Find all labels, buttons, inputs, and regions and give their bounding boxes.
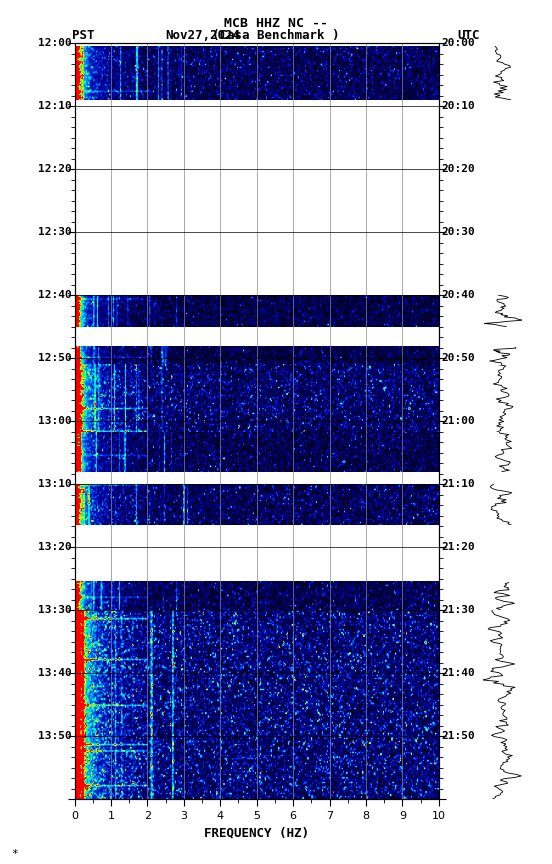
Text: 12:10: 12:10: [38, 101, 72, 111]
Text: 13:10: 13:10: [38, 480, 72, 489]
Text: 21:30: 21:30: [442, 605, 475, 615]
Text: UTC: UTC: [458, 29, 480, 42]
Text: 13:00: 13:00: [38, 416, 72, 426]
Text: 12:00: 12:00: [38, 38, 72, 48]
Text: PST: PST: [72, 29, 94, 42]
Text: 21:40: 21:40: [442, 668, 475, 678]
Text: 13:20: 13:20: [38, 543, 72, 552]
Text: 12:40: 12:40: [38, 290, 72, 300]
Text: 20:20: 20:20: [442, 164, 475, 175]
Text: 21:10: 21:10: [442, 480, 475, 489]
Text: 13:50: 13:50: [38, 731, 72, 741]
Text: MCB HHZ NC --: MCB HHZ NC --: [224, 17, 328, 30]
Text: 20:30: 20:30: [442, 227, 475, 238]
Text: 20:10: 20:10: [442, 101, 475, 111]
X-axis label: FREQUENCY (HZ): FREQUENCY (HZ): [204, 827, 309, 840]
Text: 20:40: 20:40: [442, 290, 475, 300]
Text: (Casa Benchmark ): (Casa Benchmark ): [213, 29, 339, 42]
Text: 21:20: 21:20: [442, 543, 475, 552]
Text: 13:40: 13:40: [38, 668, 72, 678]
Text: 13:30: 13:30: [38, 605, 72, 615]
Text: 12:50: 12:50: [38, 353, 72, 363]
Text: Nov27,2024: Nov27,2024: [166, 29, 241, 42]
Text: 20:50: 20:50: [442, 353, 475, 363]
Text: *: *: [11, 849, 18, 859]
Text: 12:30: 12:30: [38, 227, 72, 238]
Text: 21:00: 21:00: [442, 416, 475, 426]
Text: 21:50: 21:50: [442, 731, 475, 741]
Text: 12:20: 12:20: [38, 164, 72, 175]
Text: 20:00: 20:00: [442, 38, 475, 48]
